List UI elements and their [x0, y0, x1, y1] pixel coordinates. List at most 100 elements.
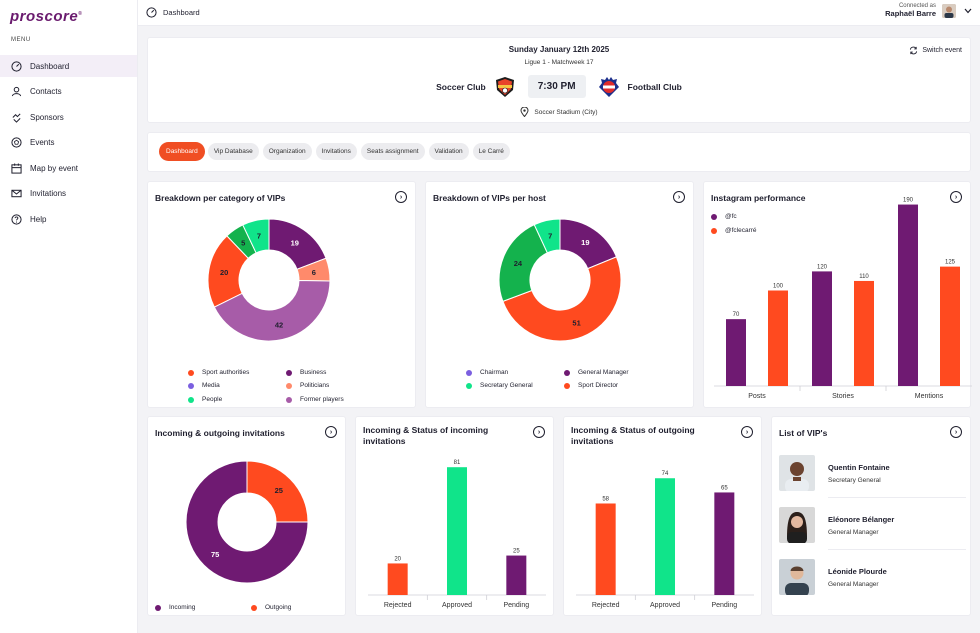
vip-photo	[779, 507, 815, 543]
bar-rejected[interactable]	[595, 503, 616, 595]
legend: @fc @fclecarré	[711, 213, 831, 237]
arrow-right-icon[interactable]: ›	[950, 191, 962, 203]
x-tick-label: Rejected	[592, 602, 620, 609]
card-title: List of VIP's	[779, 428, 828, 438]
bar-pending[interactable]	[714, 492, 735, 595]
sidebar-item-events[interactable]: Events	[0, 132, 137, 154]
legend-item: Sport Director	[564, 382, 618, 389]
tab-validation[interactable]: Validation	[428, 143, 469, 160]
bar-mentions-fc[interactable]	[898, 204, 918, 386]
arrow-right-icon[interactable]: ›	[325, 426, 337, 438]
tab-seats-assignment[interactable]: Seats assignment	[360, 143, 425, 160]
pie-slice-incoming[interactable]	[185, 460, 309, 584]
bar-posts-fclecarré[interactable]	[768, 290, 788, 387]
bar-posts-fc[interactable]	[726, 319, 746, 386]
tab-invitations[interactable]: Invitations	[315, 143, 357, 160]
vip-role: General Manager	[828, 528, 879, 536]
switch-event-button[interactable]: Switch event	[909, 46, 962, 55]
avatar[interactable]	[942, 3, 956, 18]
chevron-down-icon[interactable]	[964, 8, 972, 14]
top-bar: Dashboard Connected as Raphaël Barre	[138, 0, 980, 26]
vip-photo	[779, 455, 815, 491]
x-tick-label: Approved	[442, 602, 472, 609]
arrow-right-icon[interactable]: ›	[741, 426, 753, 438]
legend: Chairman General Manager Secretary Gener…	[466, 369, 686, 393]
data-label: 110	[859, 274, 869, 280]
venue-label: Soccer Stadium (City)	[534, 108, 598, 116]
bar-stories-fc[interactable]	[812, 271, 832, 386]
home-team: Soccer Club	[436, 81, 486, 92]
incoming-status-bar-chart: 20 Rejected 81 Approved 25 Pending	[368, 460, 546, 609]
tab-bar: Dashboard Vip Database Organization Invitat…	[160, 143, 514, 160]
sidebar-item-dashboard[interactable]: Dashboard	[0, 55, 137, 77]
data-label: 81	[454, 460, 461, 466]
tab-le-carré[interactable]: Le Carré	[472, 143, 510, 160]
dashboard-icon	[11, 60, 22, 72]
proscore-logo[interactable]: proscore®	[10, 8, 83, 25]
sidebar-item-map-by-event[interactable]: Map by event	[0, 157, 137, 179]
legend: Sport authorities Business Media Politic…	[188, 369, 408, 405]
user-name: Raphaël Barre	[885, 9, 936, 18]
outgoing-status-bar-chart: 58 Rejected 74 Approved 65 Pending	[576, 471, 754, 609]
vip-role: General Manager	[828, 580, 879, 588]
data-label: 20	[394, 556, 401, 562]
switch-event-label: Switch event	[922, 47, 962, 54]
tab-organization[interactable]: Organization	[262, 143, 312, 160]
connected-as-label: Connected as	[898, 3, 936, 9]
arrow-right-icon[interactable]: ›	[950, 426, 962, 438]
pie-slice-former-players[interactable]	[213, 279, 331, 342]
calendar-icon	[11, 162, 22, 174]
sidebar-item-label: Sponsors	[30, 112, 64, 122]
pie-slice-sport-director[interactable]	[502, 256, 622, 342]
event-date: Sunday January 12th 2025	[508, 45, 610, 54]
pie-slice-secretary-general[interactable]	[533, 218, 561, 254]
bar-stories-fclecarré[interactable]	[854, 280, 874, 386]
legend-item: Incoming	[155, 604, 195, 611]
vip-category-card: Breakdown per category of VIPs › 19 6 42 20…	[147, 181, 416, 408]
legend-item: General Manager	[564, 369, 629, 376]
data-label: 125	[945, 260, 956, 266]
sidebar-item-label: Invitations	[30, 189, 67, 198]
sidebar-item-label: Help	[30, 214, 47, 224]
bar-approved[interactable]	[447, 467, 467, 595]
tab-vip-database[interactable]: Vip Database	[207, 143, 259, 160]
instagram-card: Instagram performance › @fc @fclecarré 7…	[703, 181, 972, 408]
x-tick-label: Mentions	[915, 393, 944, 400]
data-label: 7	[257, 232, 261, 241]
breadcrumb: Dashboard	[146, 7, 200, 18]
sidebar-item-label: Contacts	[30, 87, 62, 96]
vip-list-item[interactable]: Léonide Plourde General Manager	[779, 559, 887, 595]
legend-item: Business	[286, 369, 326, 376]
sidebar-item-help[interactable]: Help	[0, 208, 137, 230]
vip-list-item[interactable]: Quentin Fontaine Secretary General	[779, 455, 890, 491]
data-label: 74	[662, 471, 669, 477]
location-pin-icon	[520, 107, 529, 117]
card-title: Instagram performance	[711, 193, 806, 203]
user-menu[interactable]: Connected as Raphaël Barre	[885, 3, 972, 18]
user-icon	[11, 86, 22, 97]
sidebar-item-sponsors[interactable]: Sponsors	[0, 106, 137, 128]
bar-pending[interactable]	[506, 555, 527, 595]
legend-item: Media	[188, 382, 220, 389]
bar-rejected[interactable]	[387, 563, 408, 595]
bar-approved[interactable]	[655, 478, 675, 595]
bar-mentions-fclecarré[interactable]	[940, 266, 960, 386]
divider	[828, 497, 966, 498]
dashboard-icon	[146, 7, 157, 18]
arrow-right-icon[interactable]: ›	[533, 426, 545, 438]
vip-list-item[interactable]: Eléonore Bélanger General Manager	[779, 507, 894, 543]
sidebar: proscore® MENU Dashboard Contacts Sponsors…	[0, 0, 138, 633]
sidebar-item-invitations[interactable]: Invitations	[0, 183, 137, 205]
sidebar-item-label: Dashboard	[30, 61, 70, 71]
data-label: 7	[548, 232, 552, 241]
sidebar-item-contacts[interactable]: Contacts	[0, 81, 137, 103]
vip-name: Quentin Fontaine	[828, 462, 890, 472]
arrow-right-icon[interactable]: ›	[395, 191, 407, 203]
data-label: 75	[211, 550, 219, 559]
outgoing-status-card: Incoming & Status of outgoing invitation…	[563, 416, 762, 616]
legend: Incoming Outgoing	[155, 604, 335, 614]
tab-dashboard[interactable]: Dashboard	[160, 143, 204, 160]
pie-slice-people[interactable]	[242, 218, 270, 254]
arrow-right-icon[interactable]: ›	[673, 191, 685, 203]
switch-icon	[910, 46, 918, 55]
